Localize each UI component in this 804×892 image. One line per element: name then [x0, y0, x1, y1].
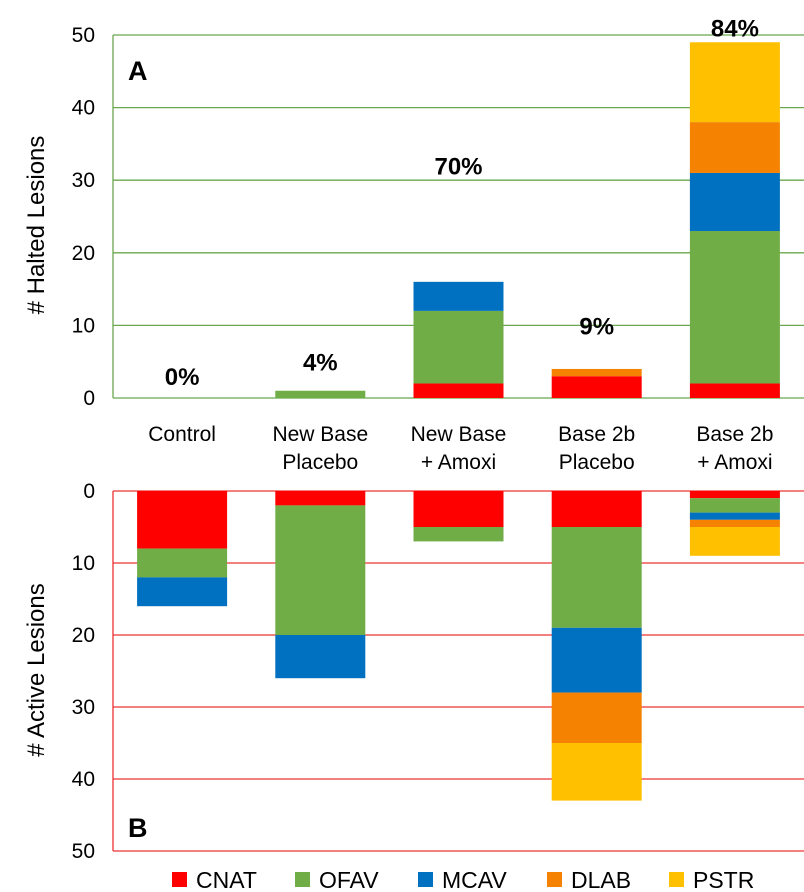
percent-annotation: 84%	[711, 16, 759, 43]
bar-segment-ofav	[689, 498, 780, 513]
panel-b: 0 10 20 30 40 50 B # Active Lesions	[23, 480, 804, 863]
panel-label: A	[128, 56, 148, 86]
bar-segment-mcav	[137, 577, 228, 607]
legend-label-mcav: MCAV	[442, 867, 507, 892]
bar-segment-dlab	[551, 368, 642, 377]
legend-label-pstr: PSTR	[693, 867, 754, 892]
bar-segment-cnat	[413, 383, 504, 398]
bar-segment-mcav	[551, 627, 642, 693]
legend-label-dlab: DLAB	[571, 867, 631, 892]
bar-segment-ofav	[551, 527, 642, 628]
category-label: New Base	[411, 423, 507, 446]
category-axis: Control New Base Placebo New Base + Amoxi Bas…	[148, 423, 773, 474]
y-tick-label: 0	[83, 387, 95, 410]
y-tick-label: 10	[72, 314, 95, 337]
category-label: Base 2b	[696, 423, 773, 446]
category-label: Base 2b	[558, 423, 635, 446]
panel-a: 0 10 20 30 40 50 0% 4% 70% 9% 84% A # Halted Lesions	[23, 16, 804, 410]
category-label: Placebo	[559, 451, 635, 474]
y-tick-label: 40	[72, 97, 95, 120]
bar-segment-pstr	[689, 527, 780, 556]
legend: CNAT OFAV MCAV DLAB PSTR	[172, 867, 754, 892]
category-label: + Amoxi	[421, 451, 496, 474]
y-tick-label: 50	[72, 24, 95, 47]
bar-segment-cnat	[413, 491, 504, 527]
y-tick-label: 30	[72, 169, 95, 192]
bar-segment-dlab	[551, 692, 642, 743]
y-axis-title: # Active Lesions	[23, 583, 50, 756]
panel-label: B	[128, 813, 148, 843]
bar-segment-ofav	[413, 310, 504, 384]
bar-segment-dlab	[689, 122, 780, 173]
bar-segment-cnat	[275, 491, 366, 506]
percent-annotation: 70%	[434, 154, 482, 181]
legend-label-ofav: OFAV	[319, 867, 379, 892]
bar-segment-ofav	[137, 548, 228, 578]
legend-swatch-pstr	[669, 872, 684, 887]
bar-segment-pstr	[551, 743, 642, 801]
legend-swatch-cnat	[172, 872, 187, 887]
bar-segment-dlab	[689, 519, 780, 527]
category-label: Placebo	[282, 451, 358, 474]
bar-segment-ofav	[275, 390, 366, 398]
y-tick-label: 40	[72, 768, 95, 791]
legend-swatch-mcav	[418, 872, 433, 887]
bar-segment-mcav	[689, 172, 780, 232]
y-tick-label: 0	[83, 480, 95, 503]
y-tick-label: 30	[72, 696, 95, 719]
category-label: New Base	[272, 423, 368, 446]
bar-segment-ofav	[275, 505, 366, 635]
bar-segment-cnat	[137, 491, 228, 549]
y-tick-label: 20	[72, 624, 95, 647]
bar-segment-cnat	[551, 491, 642, 527]
bar-segment-mcav	[689, 512, 780, 520]
bar-segment-pstr	[689, 42, 780, 123]
percent-annotation: 9%	[579, 313, 614, 340]
bar-segment-ofav	[413, 527, 504, 542]
legend-label-cnat: CNAT	[196, 867, 257, 892]
bar-segment-ofav	[689, 231, 780, 384]
y-tick-label: 20	[72, 242, 95, 265]
legend-swatch-ofav	[295, 872, 310, 887]
bar-segment-mcav	[275, 635, 366, 679]
y-axis-title: # Halted Lesions	[23, 136, 50, 315]
y-tick-label: 10	[72, 552, 95, 575]
bar-segment-cnat	[551, 376, 642, 398]
y-tick-label: 50	[72, 840, 95, 863]
bar-segment-mcav	[413, 281, 504, 311]
bar-segment-cnat	[689, 383, 780, 398]
legend-swatch-dlab	[547, 872, 562, 887]
bar-segment-cnat	[689, 491, 780, 499]
percent-annotation: 0%	[165, 364, 200, 391]
category-label: + Amoxi	[697, 451, 772, 474]
percent-annotation: 4%	[303, 350, 338, 377]
category-label: Control	[148, 423, 216, 446]
